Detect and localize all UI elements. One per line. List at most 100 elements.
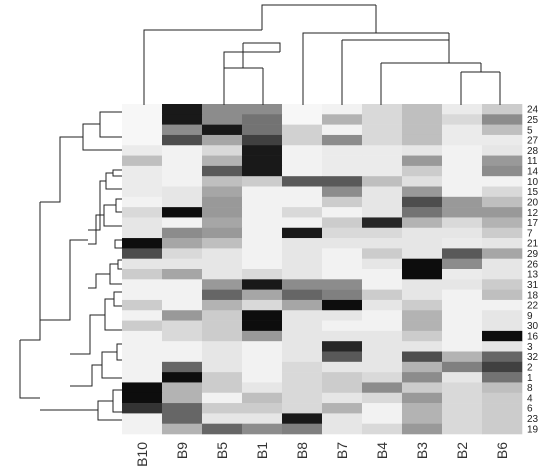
heatmap-cell-26-B8: [282, 258, 323, 270]
heatmap-cell-14-B3: [402, 165, 443, 177]
heatmap-cell-19-B6: [482, 423, 523, 435]
heatmap-cell-11-B7: [322, 155, 363, 167]
heatmap-cell-15-B5: [202, 186, 243, 198]
heatmap-cell-13-B5: [202, 269, 243, 280]
heatmap-cell-20-B6: [482, 196, 523, 208]
column-dendrogram-branches: [143, 4, 501, 105]
column-label-B6: B6: [494, 442, 510, 459]
heatmap-cell-13-B8: [282, 269, 323, 280]
heatmap-cell-26-B10: [122, 258, 163, 270]
heatmap-cell-32-B4: [362, 351, 403, 363]
heatmap-cell-12-B9: [162, 207, 203, 218]
heatmap-cell-4-B8: [282, 392, 323, 404]
heatmap-cell-3-B9: [162, 341, 203, 352]
row-label-19: 19: [527, 424, 539, 435]
column-labels: B10 B9 B5 B1 B8 B7 B4 B3 B2 B6: [134, 442, 510, 467]
heatmap-cell-17-B2: [442, 217, 483, 229]
row-label-22: 22: [527, 301, 539, 312]
heatmap-cell-12-B3: [402, 207, 443, 218]
heatmap-cell-14-B6: [482, 165, 523, 177]
heatmap-cell-27-B6: [482, 134, 523, 146]
heatmap-cell-6-B3: [402, 403, 443, 414]
heatmap-cell-13-B4: [362, 269, 403, 280]
heatmap-cell-25-B10: [122, 114, 163, 125]
heatmap-cell-1-B7: [322, 372, 363, 383]
heatmap-cell-10-B1: [242, 176, 283, 187]
row-label-17: 17: [527, 218, 539, 229]
heatmap-cell-17-B9: [162, 217, 203, 229]
heatmap-cell-29-B5: [202, 248, 243, 259]
row-label-12: 12: [527, 208, 539, 219]
heatmap-cell-6-B9: [162, 403, 203, 414]
heatmap-cell-20-B3: [402, 196, 443, 208]
heatmap-cell-32-B8: [282, 351, 323, 363]
heatmap-cell-28-B6: [482, 145, 523, 156]
heatmap-cell-8-B8: [282, 382, 323, 394]
heatmap-cell-22-B4: [362, 299, 403, 311]
heatmap-cell-16-B6: [482, 330, 523, 342]
heatmap-cell-24-B3: [402, 104, 443, 115]
row-label-14: 14: [527, 167, 539, 178]
heatmap-cell-12-B8: [282, 207, 323, 218]
heatmap-cell-16-B8: [282, 330, 323, 342]
heatmap-cell-17-B4: [362, 217, 403, 229]
heatmap-cell-27-B4: [362, 134, 403, 146]
heatmap-cell-4-B4: [362, 392, 403, 404]
heatmap-cell-2-B5: [202, 361, 243, 373]
heatmap-cell-20-B2: [442, 196, 483, 208]
heatmap-cell-12-B4: [362, 207, 403, 218]
heatmap-cells: [122, 104, 523, 435]
heatmap-cell-1-B2: [442, 372, 483, 383]
heatmap-cell-17-B10: [122, 217, 163, 229]
heatmap-cell-11-B6: [482, 155, 523, 167]
heatmap-cell-18-B8: [282, 289, 323, 301]
row-label-32: 32: [527, 352, 539, 363]
heatmap-cell-5-B2: [442, 124, 483, 136]
heatmap-cell-5-B9: [162, 124, 203, 136]
heatmap-cell-26-B4: [362, 258, 403, 270]
row-label-8: 8: [527, 383, 533, 394]
heatmap-cell-23-B2: [442, 413, 483, 424]
heatmap-cell-24-B10: [122, 104, 163, 115]
heatmap-cell-21-B3: [402, 238, 443, 249]
heatmap-cell-30-B5: [202, 320, 243, 332]
row-label-11: 11: [527, 156, 538, 167]
heatmap-cell-8-B10: [122, 382, 163, 394]
heatmap-cell-25-B6: [482, 114, 523, 125]
heatmap-cell-26-B3: [402, 258, 443, 270]
heatmap-cell-28-B4: [362, 145, 403, 156]
row-label-7: 7: [527, 228, 533, 239]
heatmap-cell-22-B10: [122, 299, 163, 311]
heatmap-cell-8-B3: [402, 382, 443, 394]
heatmap-cell-15-B1: [242, 186, 283, 198]
heatmap-cell-3-B1: [242, 341, 283, 352]
heatmap-cell-31-B8: [282, 279, 323, 290]
heatmap-cell-23-B9: [162, 413, 203, 424]
heatmap-cell-7-B1: [242, 227, 283, 239]
heatmap-cell-3-B2: [442, 341, 483, 352]
heatmap-cell-6-B4: [362, 403, 403, 414]
heatmap-cell-24-B2: [442, 104, 483, 115]
heatmap-cell-15-B7: [322, 186, 363, 198]
heatmap-cell-28-B3: [402, 145, 443, 156]
heatmap-cell-10-B4: [362, 176, 403, 187]
heatmap-cell-31-B2: [442, 279, 483, 290]
heatmap-cell-10-B5: [202, 176, 243, 187]
row-label-10: 10: [527, 177, 539, 188]
heatmap-cell-1-B4: [362, 372, 403, 383]
heatmap-cell-10-B8: [282, 176, 323, 187]
heatmap-cell-21-B5: [202, 238, 243, 249]
heatmap-cell-26-B2: [442, 258, 483, 270]
heatmap-cell-16-B7: [322, 330, 363, 342]
heatmap-cell-29-B2: [442, 248, 483, 259]
heatmap-cell-10-B7: [322, 176, 363, 187]
heatmap-cell-32-B3: [402, 351, 443, 363]
heatmap-cell-30-B9: [162, 320, 203, 332]
heatmap-cell-24-B4: [362, 104, 403, 115]
row-label-28: 28: [527, 146, 539, 157]
heatmap-cell-17-B7: [322, 217, 363, 229]
heatmap-cell-24-B9: [162, 104, 203, 115]
heatmap-cell-4-B1: [242, 392, 283, 404]
heatmap-cell-31-B10: [122, 279, 163, 290]
row-label-1: 1: [527, 373, 533, 384]
